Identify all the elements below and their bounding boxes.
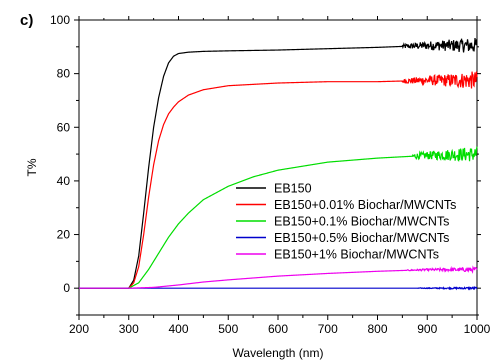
legend: EB150 EB150+0.01% Biochar/MWCNTs EB150+0.1…	[236, 182, 456, 262]
legend-label-5: EB150+1% Biochar/MWCNTs	[274, 248, 439, 262]
y-axis-title: T%	[25, 158, 39, 176]
x-tick-label: 200	[69, 322, 89, 336]
panel-label: c)	[20, 12, 34, 29]
plot-frame	[78, 19, 478, 316]
legend-label-2: EB150+0.01% Biochar/MWCNTs	[274, 198, 456, 212]
series-line-1	[79, 37, 478, 289]
y-tick-label: 0	[63, 281, 70, 295]
x-tick-label: 500	[218, 322, 238, 336]
y-axis-ticks: 0 20 40 60 80 100	[50, 13, 481, 316]
series-line-2	[79, 71, 478, 289]
x-tick-label: 400	[168, 322, 188, 336]
series-line-3	[79, 146, 478, 289]
x-tick-label: 600	[268, 322, 288, 336]
series-line-5	[79, 265, 478, 289]
y-tick-label: 80	[57, 67, 71, 81]
y-tick-label: 100	[50, 13, 70, 27]
x-tick-label: 800	[367, 322, 387, 336]
x-tick-label: 900	[417, 322, 437, 336]
y-tick-label: 20	[57, 228, 71, 242]
x-tick-label: 300	[119, 322, 139, 336]
legend-label-1: EB150	[274, 182, 312, 196]
x-tick-label: 1000	[464, 322, 491, 336]
series-layer	[79, 37, 478, 291]
y-tick-label: 40	[57, 174, 71, 188]
y-tick-label: 60	[57, 120, 71, 134]
x-tick-label: 700	[318, 322, 338, 336]
legend-label-3: EB150+0.1% Biochar/MWCNTs	[274, 215, 449, 229]
x-axis-ticks: 200 300 400 500 600 700 800 900 1000	[69, 16, 491, 336]
x-axis-title: Wavelength (nm)	[233, 346, 324, 360]
legend-label-4: EB150+0.5% Biochar/MWCNTs	[274, 231, 449, 245]
plot-border	[78, 19, 478, 316]
